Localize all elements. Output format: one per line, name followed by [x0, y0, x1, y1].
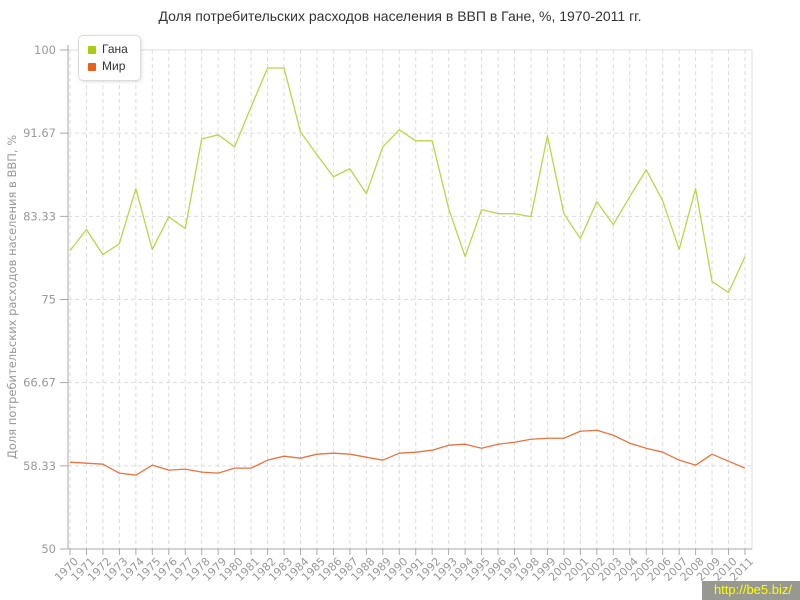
- legend-label-world: Мир: [102, 59, 126, 73]
- legend: Гана Мир: [78, 35, 141, 81]
- watermark-link[interactable]: http://be5.biz/: [701, 581, 800, 600]
- y-tick-label: 50: [41, 542, 56, 556]
- legend-swatch-ghana: [88, 45, 96, 54]
- legend-item-ghana[interactable]: Гана: [88, 41, 128, 58]
- legend-label-ghana: Гана: [102, 42, 128, 56]
- series-line-world: [69, 429, 746, 476]
- y-tick-label: 58.33: [23, 459, 56, 473]
- y-tick-label: 91.67: [23, 126, 56, 140]
- y-tick-label: 66.67: [23, 376, 56, 390]
- y-tick-label: 100: [34, 43, 56, 57]
- legend-item-world[interactable]: Мир: [88, 58, 128, 75]
- y-axis-title: Доля потребительских расходов населения …: [5, 135, 19, 459]
- y-tick-label: 83.33: [23, 209, 56, 223]
- chart-title: Доля потребительских расходов населения …: [158, 8, 642, 24]
- legend-swatch-world: [88, 62, 96, 71]
- series-line-ghana: [69, 67, 746, 294]
- y-tick-label: 75: [41, 293, 56, 307]
